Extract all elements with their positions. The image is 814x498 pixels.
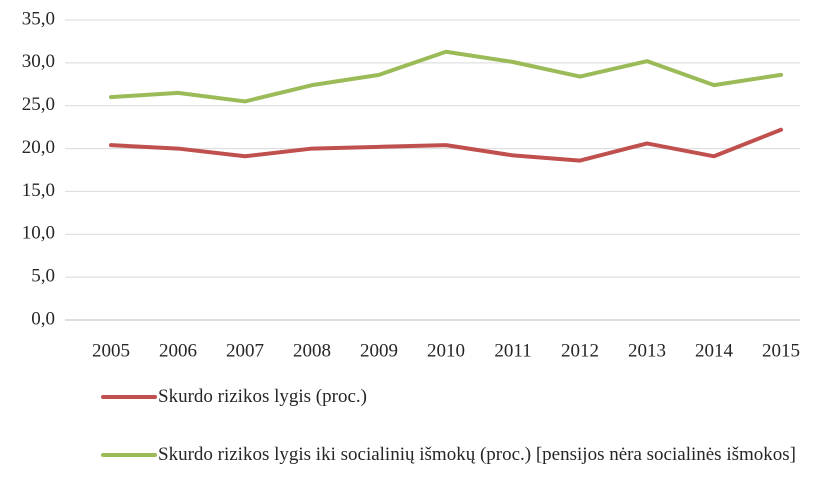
y-tick-label: 35,0	[22, 8, 55, 29]
x-tick-label: 2011	[494, 340, 531, 361]
legend-label: Skurdo rizikos lygis (proc.)	[158, 386, 367, 407]
y-tick-label: 15,0	[22, 180, 55, 201]
y-tick-label: 10,0	[22, 223, 55, 244]
x-tick-label: 2008	[293, 340, 331, 361]
y-tick-label: 25,0	[22, 94, 55, 115]
x-tick-label: 2006	[159, 340, 197, 361]
x-tick-label: 2007	[226, 340, 264, 361]
x-tick-label: 2013	[628, 340, 666, 361]
x-tick-label: 2009	[360, 340, 398, 361]
x-tick-label: 2014	[695, 340, 734, 361]
x-tick-label: 2015	[762, 340, 800, 361]
x-tick-label: 2010	[427, 340, 465, 361]
y-tick-label: 30,0	[22, 51, 55, 72]
x-tick-label: 2012	[561, 340, 599, 361]
y-tick-label: 20,0	[22, 137, 55, 158]
legend-label: Skurdo rizikos lygis iki socialinių išmo…	[158, 444, 797, 465]
y-tick-label: 5,0	[31, 266, 55, 287]
series-line	[109, 49, 783, 104]
series-line	[109, 127, 783, 163]
x-tick-label: 2005	[92, 340, 130, 361]
y-tick-label: 0,0	[31, 308, 55, 329]
